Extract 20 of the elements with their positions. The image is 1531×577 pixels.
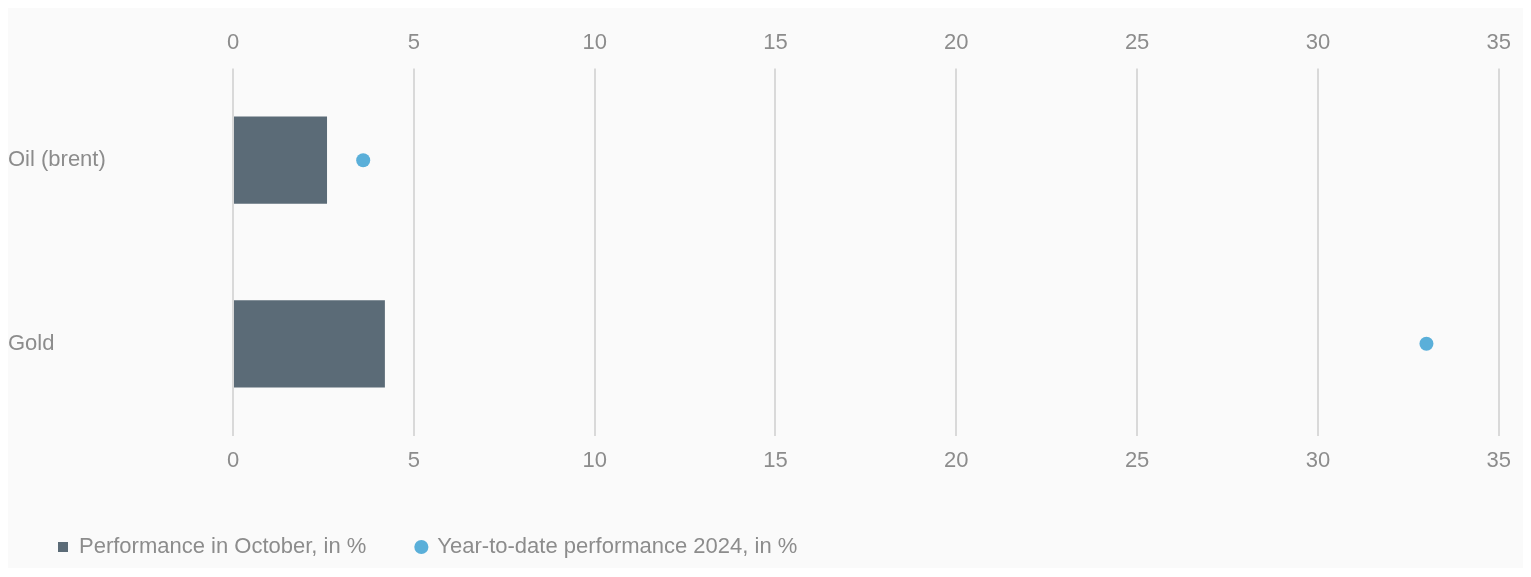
x2-tick-label: 5 — [407, 29, 420, 55]
x2-tick-label: 35 — [1486, 29, 1512, 55]
x2-tick-label: 25 — [1124, 29, 1150, 55]
x-tick-label: 35 — [1486, 446, 1512, 472]
x-tick-label: 30 — [1305, 446, 1331, 472]
x-tick-label: 25 — [1124, 446, 1150, 472]
x2-tick-label: 20 — [944, 29, 969, 55]
x2-tick-label: 30 — [1305, 29, 1331, 55]
y-tick-label: Oil (brent) — [8, 146, 106, 172]
y-tick-label: Gold — [8, 329, 55, 355]
x-tick-label: 15 — [763, 446, 788, 472]
x2-tick-label: 15 — [763, 29, 788, 55]
x-tick-label: 5 — [407, 446, 420, 472]
legend-label: Year-to-date performance 2024, in % — [437, 533, 798, 559]
x2-tick-label: 0 — [226, 29, 240, 55]
x-tick-label: 10 — [582, 446, 607, 472]
x2-tick-label: 10 — [582, 29, 607, 55]
legend-label: Performance in October, in % — [79, 533, 367, 559]
x-tick-label: 0 — [226, 446, 240, 472]
x-tick-label: 20 — [944, 446, 969, 472]
